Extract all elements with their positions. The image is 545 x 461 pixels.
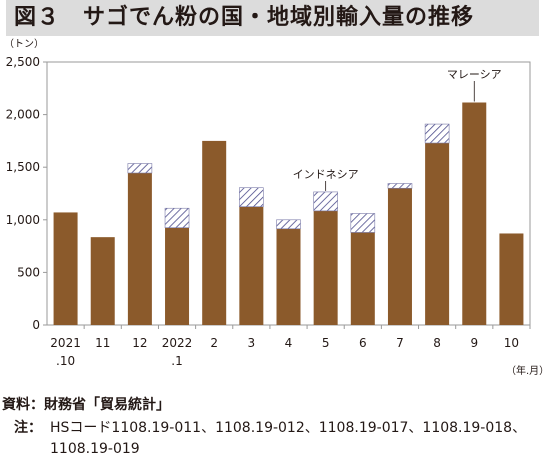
note-block: 注： HSコード1108.19-011、1108.19-012、1108.19-… xyxy=(14,418,542,460)
chart-title: 図３ サゴでん粉の国・地域別輸入量の推移 xyxy=(6,0,539,36)
chart-plot: 0 500 1,000 1,500 2,000 2,500 （トン） （年.月） 2021 .10… xyxy=(4,38,545,377)
x-tick-label: 9 xyxy=(470,336,478,350)
bar-malaysia xyxy=(387,188,412,325)
bar-malaysia xyxy=(165,227,190,325)
x-tick-label: 6 xyxy=(359,336,367,350)
y-tick-label: 500 xyxy=(17,265,40,279)
bar-indonesia xyxy=(276,219,301,230)
y-unit-label: （トン） xyxy=(4,38,44,50)
y-tick-label: 1,000 xyxy=(6,213,40,227)
bar-indonesia xyxy=(424,123,450,144)
x-tick-label: 4 xyxy=(285,336,293,350)
bar-indonesia xyxy=(127,163,153,174)
y-tick-label: 2,500 xyxy=(6,55,40,69)
x-tick-label: 7 xyxy=(396,336,404,350)
y-tick-label: 0 xyxy=(32,318,40,332)
x-tick-label: .10 xyxy=(56,354,75,368)
bar-malaysia xyxy=(350,232,375,325)
bar-malaysia xyxy=(276,228,301,325)
bar-indonesia xyxy=(350,213,376,233)
bar-indonesia xyxy=(239,187,264,207)
bar-malaysia xyxy=(313,210,338,325)
bar-malaysia xyxy=(90,237,115,325)
bar-malaysia xyxy=(499,233,524,325)
x-tick-label: 3 xyxy=(248,336,256,350)
x-tick-label: 8 xyxy=(433,336,441,350)
note-label: 注： xyxy=(14,420,42,436)
note-text: HSコード1108.19-011、1108.19-012、1108.19-017… xyxy=(50,420,527,457)
bar-malaysia xyxy=(239,206,264,325)
bar-malaysia xyxy=(127,172,152,325)
y-tick-label: 1,500 xyxy=(6,160,40,174)
x-tick-label: 2021 xyxy=(50,336,81,350)
bar-malaysia xyxy=(202,140,227,325)
bar-malaysia xyxy=(425,143,450,325)
y-tick-label: 2,000 xyxy=(6,108,40,122)
bar-indonesia xyxy=(387,183,413,189)
annotation-label: マレーシア xyxy=(447,68,502,81)
x-tick-label: 2022 xyxy=(162,336,193,350)
x-tick-label: 5 xyxy=(322,336,330,350)
x-tick-label: 10 xyxy=(504,336,519,350)
source-line: 資料：財務省「貿易統計」 xyxy=(2,397,170,413)
annotation-label: インドネシア xyxy=(293,168,359,181)
x-tick-label: 11 xyxy=(95,336,110,350)
bar-indonesia xyxy=(313,191,338,212)
x-tick-label: 2 xyxy=(210,336,218,350)
bar-malaysia xyxy=(462,102,487,325)
x-tick-label: 12 xyxy=(132,336,147,350)
bar-malaysia xyxy=(53,212,78,325)
bar-indonesia xyxy=(164,207,190,228)
x-tick-label: .1 xyxy=(171,354,182,368)
x-unit-label: （年.月） xyxy=(506,364,545,377)
